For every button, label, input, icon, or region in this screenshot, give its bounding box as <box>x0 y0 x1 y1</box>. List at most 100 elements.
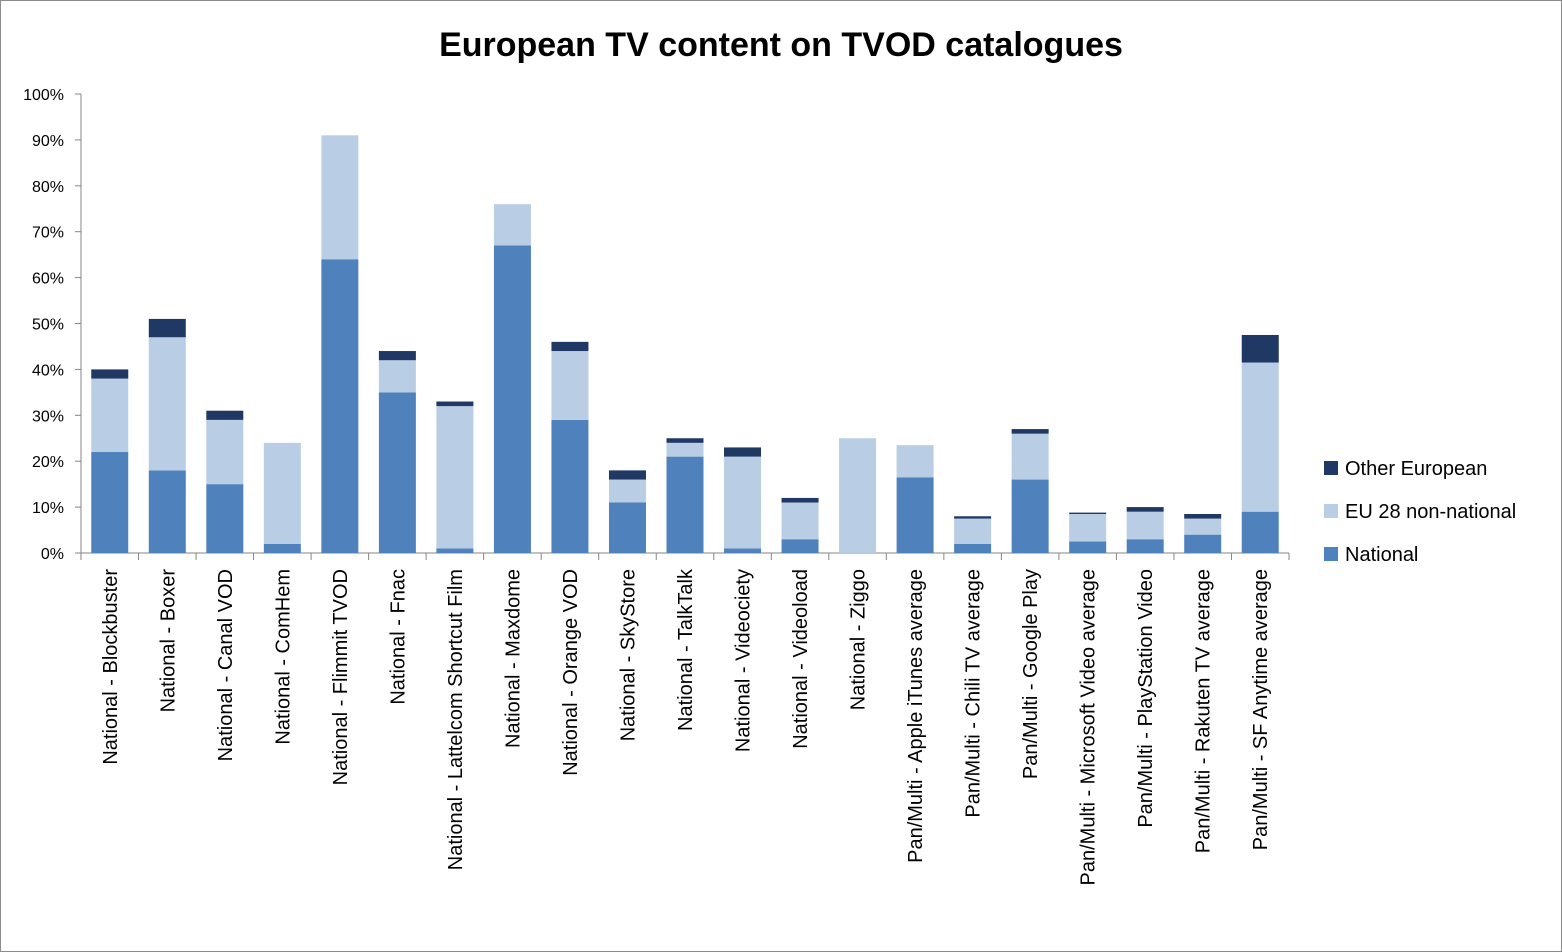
category-label: National - Boxer <box>157 569 179 713</box>
bar-segment-eu-28-non-national <box>1011 433 1049 480</box>
category-label: National - SkyStore <box>617 569 639 741</box>
bar-segment-other-european <box>608 470 646 480</box>
bar-segment-other-european <box>436 401 474 407</box>
bar-segment-eu-28-non-national <box>839 438 877 553</box>
category-label: Pan/Multi - Rakuten TV average <box>1193 569 1215 853</box>
y-tick-label: 50% <box>32 317 64 334</box>
bar-segment-eu-28-non-national <box>1126 511 1164 540</box>
bar-segment-other-european <box>954 516 992 519</box>
bar-segment-eu-28-non-national <box>1241 362 1279 512</box>
bar-segment-national <box>551 419 589 553</box>
legend-swatch <box>1324 504 1338 518</box>
category-label: Pan/Multi - Google Play <box>1020 569 1042 779</box>
legend: Other European EU 28 non-national National <box>1324 458 1516 566</box>
category-label: National - Blockbuster <box>100 569 122 765</box>
bar-segment-other-european <box>91 369 129 379</box>
bar-segment-national <box>781 539 819 553</box>
bar-segment-national <box>666 456 704 553</box>
legend-label: National <box>1345 544 1418 566</box>
chart-title: European TV content on TVOD catalogues <box>439 26 1123 64</box>
category-label: National - ComHem <box>272 569 294 745</box>
category-label: National - Videociety <box>733 569 755 752</box>
bar-segment-national <box>321 259 359 553</box>
legend-swatch <box>1324 547 1338 561</box>
bar-segment-eu-28-non-national <box>263 442 301 544</box>
bar-segment-national <box>1011 479 1049 553</box>
x-axis: National - Blockbuster National - Boxer Na… <box>80 552 1290 885</box>
bar-segment-national <box>436 548 474 553</box>
bar-segment-eu-28-non-national <box>148 337 186 471</box>
bar-segment-other-european <box>781 497 819 503</box>
bar-segment-other-european <box>1126 507 1164 512</box>
bar-segment-national <box>91 452 129 553</box>
y-tick-label: 0% <box>41 546 64 563</box>
bar-segment-eu-28-non-national <box>896 445 934 478</box>
bar-segment-eu-28-non-national <box>724 456 762 549</box>
bar-segment-national <box>148 470 186 553</box>
y-tick-label: 100% <box>23 87 64 104</box>
category-label: National - Lattelcom Shortcut Film <box>445 569 467 870</box>
y-tick-label: 80% <box>32 179 64 196</box>
y-tick-label: 90% <box>32 133 64 150</box>
category-label: Pan/Multi - PlayStation Video <box>1135 569 1157 828</box>
bar-segment-other-european <box>1241 334 1279 363</box>
bar-segment-other-european <box>1069 512 1107 514</box>
y-tick-label: 40% <box>32 362 64 379</box>
bar-segment-national <box>1184 534 1222 553</box>
bar-segment-eu-28-non-national <box>321 135 359 260</box>
category-label: Pan/Multi - Chili TV average <box>963 569 985 818</box>
bar-segment-national <box>896 477 934 553</box>
bar-segment-eu-28-non-national <box>206 419 244 485</box>
bar-segment-other-european <box>551 341 589 352</box>
category-label: National - Maxdome <box>502 569 524 748</box>
bar-segment-other-european <box>148 318 186 338</box>
category-label: Pan/Multi - Microsoft Video average <box>1078 569 1100 885</box>
bar-segment-eu-28-non-national <box>1184 518 1222 535</box>
y-tick-label: 70% <box>32 225 64 242</box>
y-tick-label: 30% <box>32 408 64 425</box>
category-label: Pan/Multi - SF Anytime average <box>1250 569 1272 850</box>
bars <box>91 135 1279 553</box>
bar-segment-eu-28-non-national <box>551 351 589 420</box>
category-label: National - TalkTalk <box>675 568 697 731</box>
category-label: National - Ziggo <box>848 569 870 710</box>
bar-segment-eu-28-non-national <box>781 502 819 540</box>
bar-segment-national <box>206 484 244 553</box>
category-label: National - Videoload <box>790 569 812 749</box>
category-label: National - Fnac <box>387 569 409 705</box>
y-tick-label: 60% <box>32 271 64 288</box>
y-tick-label: 10% <box>32 500 64 517</box>
category-label: Pan/Multi - Apple iTunes average <box>905 569 927 863</box>
category-label: National - Orange VOD <box>560 569 582 776</box>
bar-segment-eu-28-non-national <box>954 518 992 544</box>
bar-segment-eu-28-non-national <box>378 360 416 393</box>
bar-segment-national <box>954 543 992 553</box>
legend-label: EU 28 non-national <box>1345 501 1516 523</box>
bar-segment-eu-28-non-national <box>1069 513 1107 542</box>
bar-segment-other-european <box>1011 429 1049 434</box>
bar-segment-other-european <box>206 410 244 420</box>
bar-segment-national <box>1126 539 1164 553</box>
bar-segment-national <box>263 543 301 553</box>
y-tick-label: 20% <box>32 454 64 471</box>
bar-segment-other-european <box>666 438 704 443</box>
bar-segment-national <box>724 548 762 553</box>
bar-segment-other-european <box>378 351 416 361</box>
legend-swatch <box>1324 461 1338 475</box>
bar-segment-national <box>493 245 531 553</box>
y-axis: 0% 10% 20% 30% 40% 50% 60% 70% 80% 90% 100% <box>23 87 82 563</box>
bar-segment-eu-28-non-national <box>91 378 129 453</box>
bar-segment-eu-28-non-national <box>436 406 474 549</box>
bar-segment-other-european <box>1184 513 1222 519</box>
bar-segment-national <box>1241 511 1279 553</box>
legend-label: Other European <box>1345 458 1487 480</box>
bar-segment-national <box>608 502 646 553</box>
bar-segment-national <box>378 392 416 553</box>
bar-segment-eu-28-non-national <box>608 479 646 503</box>
bar-segment-eu-28-non-national <box>493 204 531 246</box>
category-label: National - Canal VOD <box>215 569 237 761</box>
category-label: National - Flimmit TVOD <box>330 569 352 785</box>
bar-segment-national <box>1069 541 1107 553</box>
